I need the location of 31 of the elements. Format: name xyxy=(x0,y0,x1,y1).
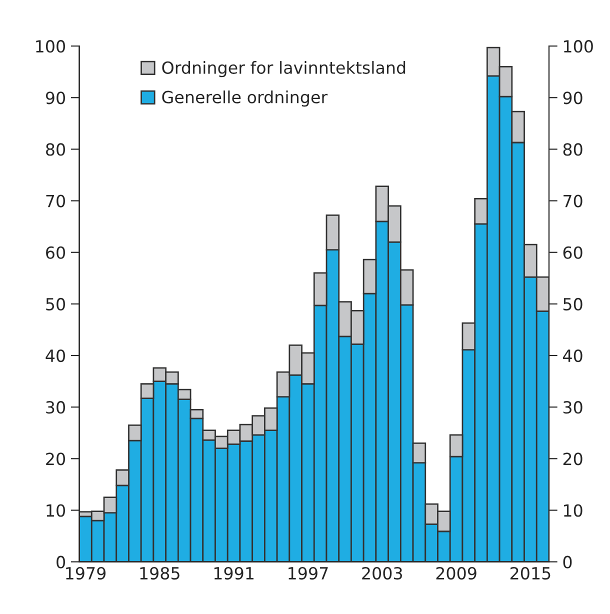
y2-tick-label: 80 xyxy=(563,143,582,156)
x-tick-label: 1991 xyxy=(214,566,254,580)
y-tick-label: 100 xyxy=(36,40,65,53)
y2-tick-label: 20 xyxy=(563,452,582,466)
x-tick-label: 1997 xyxy=(288,566,328,580)
y-tick-label: 40 xyxy=(46,349,65,362)
y-tick-label: 20 xyxy=(46,452,65,466)
y-tick-label: 30 xyxy=(46,401,65,414)
y-tick-label: 70 xyxy=(46,194,65,208)
x-tick-label: 2009 xyxy=(436,566,476,580)
y-tick-label: 60 xyxy=(46,246,65,259)
y-tick-label: 90 xyxy=(46,92,65,104)
y2-tick-label: 30 xyxy=(563,401,582,414)
x-tick-label: 2003 xyxy=(362,566,402,580)
x-tick-label: 2015 xyxy=(510,566,550,580)
y2-tick-label: 0 xyxy=(563,556,572,568)
y2-tick-label: 40 xyxy=(563,349,582,362)
legend-label: Ordninger for lavinntektsland xyxy=(162,61,406,78)
y2-tick-label: 100 xyxy=(564,40,593,53)
y2-tick-label: 90 xyxy=(563,92,582,104)
y-tick-label: 50 xyxy=(46,298,65,310)
y2-tick-label: 50 xyxy=(563,298,582,310)
y2-tick-label: 70 xyxy=(564,194,582,208)
y-tick-label: 80 xyxy=(46,143,65,156)
y2-tick-label: 60 xyxy=(563,246,582,259)
x-tick-label: 1985 xyxy=(140,566,180,580)
x-tick-label: 1979 xyxy=(66,566,106,580)
y2-tick-label: 10 xyxy=(564,504,582,517)
y-tick-label: 10 xyxy=(46,504,65,517)
legend-label: Generelle ordninger xyxy=(162,90,328,107)
y-tick-label: 0 xyxy=(56,556,65,568)
